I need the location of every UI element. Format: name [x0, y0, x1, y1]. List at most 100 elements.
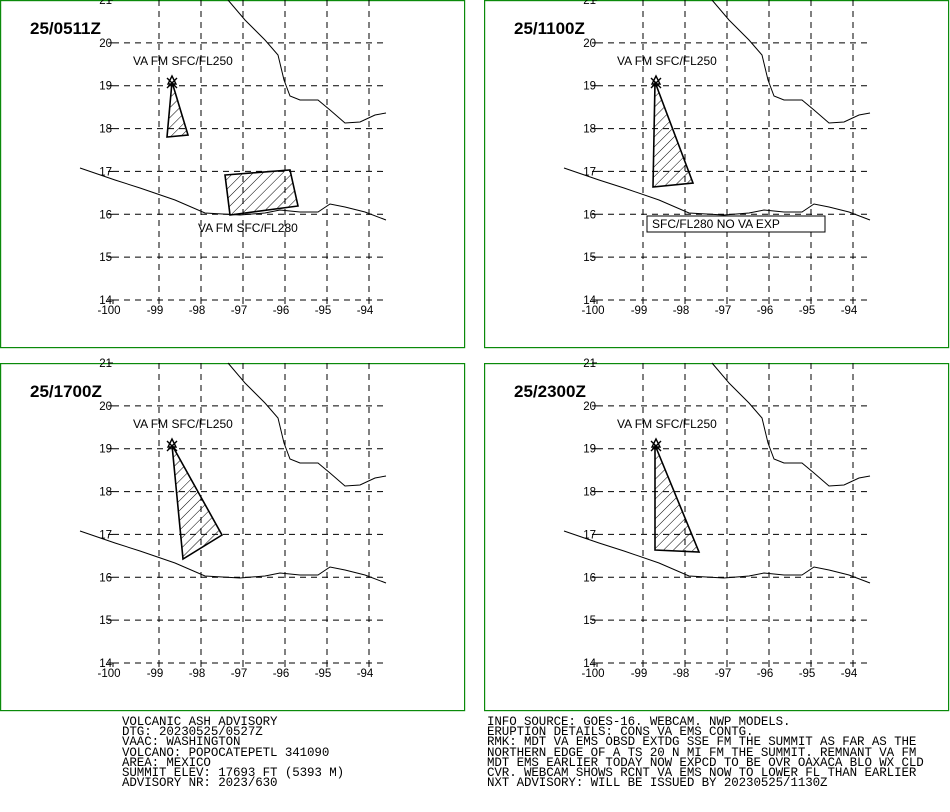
valid-time: 25/1100Z [514, 19, 585, 38]
lat-label: 15 [99, 615, 112, 627]
lon-label: -97 [715, 305, 732, 317]
lon-label: -100 [581, 305, 604, 317]
advisory-line: VOLCANO: POPOCATEPETL 341090 [122, 745, 330, 760]
lat-label: 14 [583, 658, 596, 670]
annotation: SFC/FL280 NO VA EXP [652, 217, 780, 231]
lat-label: 16 [583, 572, 596, 584]
advisory-line: VOLCANIC ASH ADVISORY [122, 715, 278, 729]
lat-label: 21 [583, 0, 596, 7]
lat-label: 14 [99, 295, 112, 307]
valid-time: 25/2300Z [514, 382, 586, 401]
advisory-line: AREA: MEXICO [122, 755, 211, 770]
lat-label: 18 [99, 487, 112, 499]
volcano-marker [650, 437, 662, 452]
lon-label: -97 [715, 668, 732, 680]
annotation: VA FM SFC/FL280 [198, 221, 298, 235]
volcano-marker [166, 74, 178, 89]
advisory-left: VOLCANIC ASH ADVISORY DTG: 20230525/0527Z… [122, 715, 345, 791]
lon-label: -95 [799, 668, 816, 680]
coastline [563, 167, 871, 221]
valid-time: 25/0511Z [30, 19, 101, 38]
volcano-marker [650, 74, 662, 89]
lat-label: 20 [99, 38, 112, 50]
lat-label: 14 [99, 658, 112, 670]
coastline [227, 362, 387, 487]
lon-label: -96 [757, 305, 774, 317]
lon-label: -96 [273, 668, 290, 680]
lon-label: -96 [273, 305, 290, 317]
lat-label: 21 [99, 0, 112, 7]
lat-label: 14 [583, 295, 596, 307]
lat-label: 15 [99, 252, 112, 264]
advisory-line: NORTHERN EDGE OF A TS 20 N MI FM THE SUM… [487, 745, 917, 760]
annotation: VA FM SFC/FL250 [617, 54, 717, 68]
lat-label: 21 [583, 358, 596, 370]
ash-area [224, 169, 299, 216]
lon-label: -99 [147, 305, 164, 317]
lon-label: -97 [231, 305, 248, 317]
lon-label: -100 [97, 305, 120, 317]
lat-label: 19 [583, 81, 596, 93]
panel-frame [484, 0, 950, 349]
lat-label: 20 [99, 401, 112, 413]
lat-label: 18 [583, 124, 596, 136]
annotation-box [646, 215, 826, 233]
lat-label: 15 [583, 615, 596, 627]
lon-label: -94 [357, 305, 374, 317]
advisory-line: CVR. WEBCAM SHOWS RCNT VA EMS NOW TO LOW… [487, 766, 917, 781]
lon-label: -99 [631, 305, 648, 317]
advisory-line: ADVISORY NR: 2023/630 [122, 776, 278, 791]
lon-label: -95 [315, 305, 332, 317]
advisory-line: INFO SOURCE: GOES-16. WEBCAM. NWP MODELS… [487, 715, 791, 729]
volcano-marker [166, 437, 178, 452]
lat-label: 18 [99, 124, 112, 136]
valid-time: 25/1700Z [30, 382, 102, 401]
lat-label: 16 [99, 209, 112, 221]
panel-frame [0, 0, 466, 349]
lat-label: 20 [583, 38, 596, 50]
lon-label: -100 [97, 668, 120, 680]
advisory-line: ERUPTION DETAILS: CONS VA EMS CONTG. [487, 725, 754, 740]
lon-label: -94 [841, 305, 858, 317]
lon-label: -98 [189, 305, 206, 317]
lat-label: 19 [99, 444, 112, 456]
lon-label: -100 [581, 668, 604, 680]
coastline [711, 0, 871, 124]
lon-label: -99 [631, 668, 648, 680]
ash-area [171, 444, 224, 561]
ash-area [652, 81, 695, 188]
ash-area [166, 81, 190, 138]
lon-label: -97 [231, 668, 248, 680]
lat-label: 16 [99, 572, 112, 584]
lat-label: 18 [583, 487, 596, 499]
lon-label: -96 [757, 668, 774, 680]
lon-label: -95 [799, 305, 816, 317]
advisory-line: SUMMIT ELEV: 17693 FT (5393 M) [122, 766, 345, 781]
advisory-line: MDT EMS EARLIER TODAY NOW EXPCD TO BE OV… [487, 755, 924, 770]
lon-label: -94 [841, 668, 858, 680]
lon-label: -98 [189, 668, 206, 680]
coastline [79, 530, 387, 584]
ash-area [654, 444, 701, 553]
panel-frame [484, 363, 950, 712]
lon-label: -94 [357, 668, 374, 680]
advisory-line: NXT ADVISORY: WILL BE ISSUED BY 20230525… [487, 776, 828, 791]
advisory-line: RMK: MDT VA EMS OBSD EXTDG SSE FM THE SU… [487, 735, 917, 750]
advisory-line: DTG: 20230525/0527Z [122, 725, 263, 740]
lat-label: 19 [583, 444, 596, 456]
coastline [711, 362, 871, 487]
lon-label: -95 [315, 668, 332, 680]
annotation: VA FM SFC/FL250 [133, 417, 233, 431]
lon-label: -98 [673, 305, 690, 317]
lat-label: 19 [99, 81, 112, 93]
annotation: VA FM SFC/FL250 [617, 417, 717, 431]
panel-frame [0, 363, 466, 712]
coastline [227, 0, 387, 124]
lat-label: 16 [583, 209, 596, 221]
advisory-line: VAAC: WASHINGTON [122, 735, 241, 750]
